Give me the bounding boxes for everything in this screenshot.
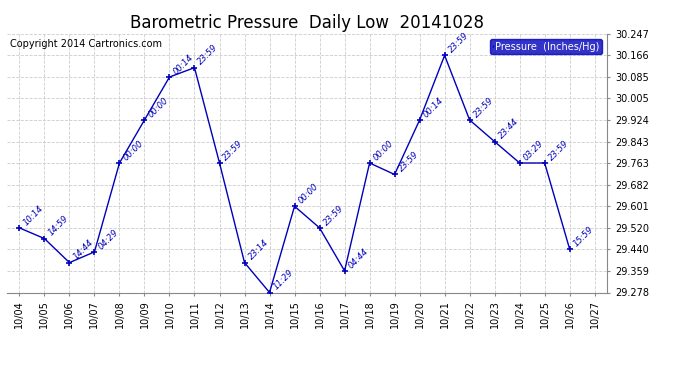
Text: 23:59: 23:59 (197, 43, 220, 67)
Text: 14:44: 14:44 (72, 238, 95, 262)
Text: 23:59: 23:59 (221, 139, 245, 162)
Text: 00:00: 00:00 (146, 96, 170, 119)
Text: 11:29: 11:29 (272, 268, 295, 292)
Text: 15:59: 15:59 (572, 225, 595, 249)
Text: 00:00: 00:00 (372, 139, 395, 162)
Text: 23:44: 23:44 (497, 117, 520, 141)
Text: 04:29: 04:29 (97, 228, 120, 251)
Text: 23:59: 23:59 (472, 96, 495, 119)
Text: 23:59: 23:59 (546, 139, 570, 162)
Text: 00:14: 00:14 (422, 96, 445, 119)
Text: 23:59: 23:59 (397, 150, 420, 174)
Text: 00:14: 00:14 (172, 53, 195, 76)
Text: 23:59: 23:59 (322, 204, 345, 227)
Legend: Pressure  (Inches/Hg): Pressure (Inches/Hg) (490, 39, 602, 54)
Text: 23:14: 23:14 (246, 238, 270, 262)
Text: 14:59: 14:59 (46, 214, 70, 238)
Text: 03:29: 03:29 (522, 139, 545, 162)
Text: 04:44: 04:44 (346, 246, 370, 270)
Title: Barometric Pressure  Daily Low  20141028: Barometric Pressure Daily Low 20141028 (130, 14, 484, 32)
Text: 23:59: 23:59 (446, 31, 470, 55)
Text: Copyright 2014 Cartronics.com: Copyright 2014 Cartronics.com (10, 39, 162, 49)
Text: 00:00: 00:00 (121, 139, 145, 162)
Text: 10:14: 10:14 (21, 204, 45, 227)
Text: 00:00: 00:00 (297, 182, 320, 206)
